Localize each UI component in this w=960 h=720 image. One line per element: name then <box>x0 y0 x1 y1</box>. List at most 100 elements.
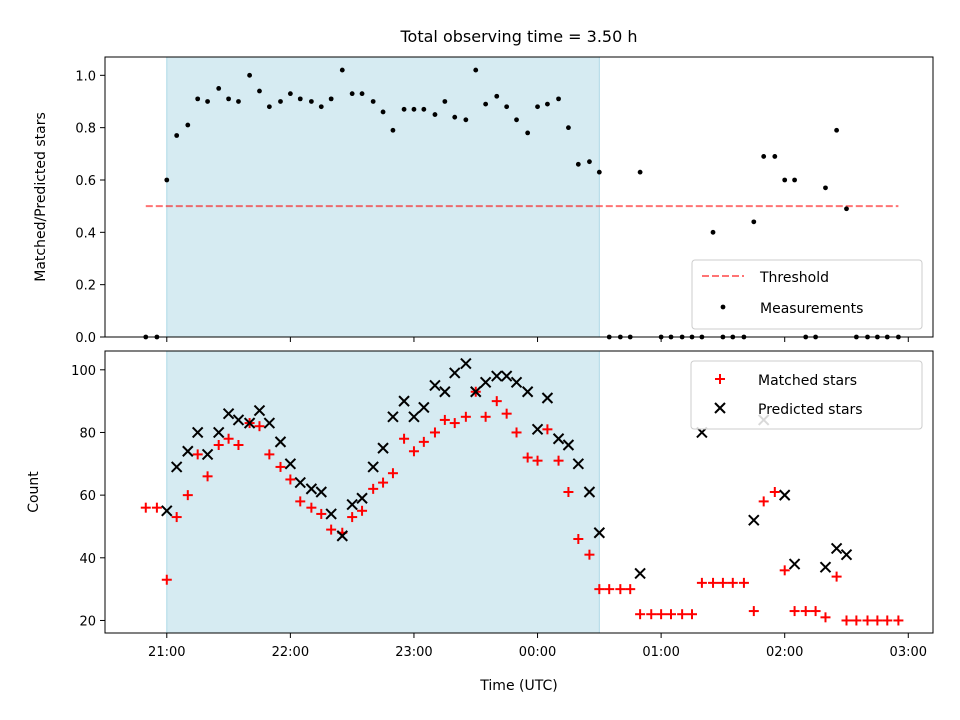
measurement-point <box>504 104 510 110</box>
predicted-star-point <box>470 386 482 398</box>
measurement-point <box>226 96 231 102</box>
measurement-point <box>782 177 788 183</box>
matched-star-point <box>326 524 337 535</box>
predicted-star-point <box>819 561 832 573</box>
matched-star-point <box>151 502 162 513</box>
predicted-star-point <box>336 530 348 542</box>
predicted-star-point <box>748 514 760 526</box>
matched-star-point <box>429 427 440 438</box>
measurement-point <box>359 91 365 97</box>
matched-star-point <box>717 577 728 588</box>
measurement-point <box>266 104 272 110</box>
predicted-star-point <box>191 426 204 439</box>
count-y-ticks: 20 40 60 80 100 <box>71 364 105 629</box>
predicted-star-point <box>500 370 513 382</box>
matched-star-point <box>285 474 296 485</box>
matched-star-point <box>789 606 800 617</box>
predicted-star-point <box>562 439 575 451</box>
measurement-point <box>751 219 757 225</box>
predicted-star-point <box>491 370 503 382</box>
count-axes-frame <box>104 350 934 634</box>
measurement-point <box>514 117 519 123</box>
matched-star-point <box>779 565 790 576</box>
measurement-point <box>411 106 417 112</box>
matched-star-point <box>460 411 471 422</box>
measurement-point <box>380 109 386 115</box>
matched-star-point <box>357 505 368 516</box>
chart-title: Total observing time = 3.50 h <box>399 27 637 46</box>
matched-star-point <box>810 606 821 617</box>
predicted-star-point <box>552 433 565 445</box>
x-axis-label: Time (UTC) <box>479 678 557 694</box>
measurement-point <box>308 99 314 104</box>
predicted-star-point <box>325 508 337 520</box>
predicted-star-point <box>253 404 266 417</box>
measurement-point <box>463 117 469 123</box>
measurement-point <box>370 99 376 104</box>
predicted-star-point <box>439 386 451 398</box>
measurement-point <box>710 229 716 235</box>
matched-star-point <box>491 396 502 407</box>
predicted-star-point <box>429 379 441 392</box>
predicted-star-point <box>479 376 492 389</box>
matched-star-point <box>769 487 780 497</box>
ratio-panel: 0.0 0.2 0.4 0.6 0.8 1.0 Matched/Predicted sta… <box>33 56 934 346</box>
predicted-star-point <box>367 461 379 473</box>
predicted-star-point <box>830 542 843 555</box>
measurement-point <box>205 99 210 104</box>
count-y-tick-label: 60 <box>79 489 96 504</box>
predicted-star-point <box>243 417 256 429</box>
matched-star-point <box>563 487 574 497</box>
ratio-y-tick-label: 0.0 <box>75 331 96 346</box>
matched-star-point <box>223 433 234 444</box>
predicted-star-point <box>510 376 523 389</box>
legend-matched-label: Matched stars <box>758 373 857 389</box>
measurement-point <box>236 99 241 104</box>
measurement-point <box>525 130 531 136</box>
predicted-star-point <box>182 445 194 457</box>
matched-star-point <box>522 452 533 463</box>
legend-predicted-label: Predicted stars <box>758 402 863 418</box>
predicted-star-point <box>531 423 544 436</box>
matched-star-point <box>542 424 553 435</box>
matched-star-point <box>182 490 193 501</box>
predicted-star-point <box>284 458 297 470</box>
measurement-point <box>575 161 581 167</box>
measurement-point <box>556 96 561 102</box>
matched-star-point <box>264 449 275 460</box>
count-y-axis-label: Count <box>26 471 42 513</box>
matched-star-point <box>604 584 615 595</box>
measurement-point <box>772 154 778 159</box>
predicted-star-point <box>356 492 368 504</box>
measurement-point <box>287 91 293 97</box>
predicted-star-point <box>161 505 173 517</box>
matched-star-point <box>192 449 203 460</box>
measurement-point <box>637 169 643 175</box>
count-x-tick-label: 00:00 <box>519 645 556 660</box>
matched-star-point <box>800 606 811 617</box>
measurement-point <box>452 114 458 120</box>
count-y-tick-label: 40 <box>79 552 96 567</box>
matched-star-point <box>625 584 636 595</box>
matched-star-point <box>748 606 759 617</box>
legend-threshold-label: Threshold <box>759 270 829 286</box>
matched-star-point <box>615 584 626 595</box>
predicted-star-point <box>201 448 214 461</box>
matched-star-point <box>635 609 646 620</box>
measurement-point <box>328 96 334 102</box>
predicted-star-point <box>232 414 245 426</box>
predicted-star-point <box>418 401 430 414</box>
predicted-star-point <box>788 558 801 570</box>
measurement-point <box>349 91 355 97</box>
matched-star-point <box>295 496 306 507</box>
matched-star-point <box>306 502 317 513</box>
matched-star-point <box>501 408 512 419</box>
count-legend: Matched stars Predicted stars <box>690 360 923 430</box>
measurement-point <box>535 104 540 110</box>
predicted-star-point <box>460 357 472 370</box>
matched-star-point <box>161 574 172 585</box>
count-x-ticks: 21:00 22:00 23:00 00:00 01:00 02:00 03:00 <box>148 633 927 660</box>
count-legend-box <box>690 360 923 430</box>
matched-star-point <box>480 411 491 422</box>
